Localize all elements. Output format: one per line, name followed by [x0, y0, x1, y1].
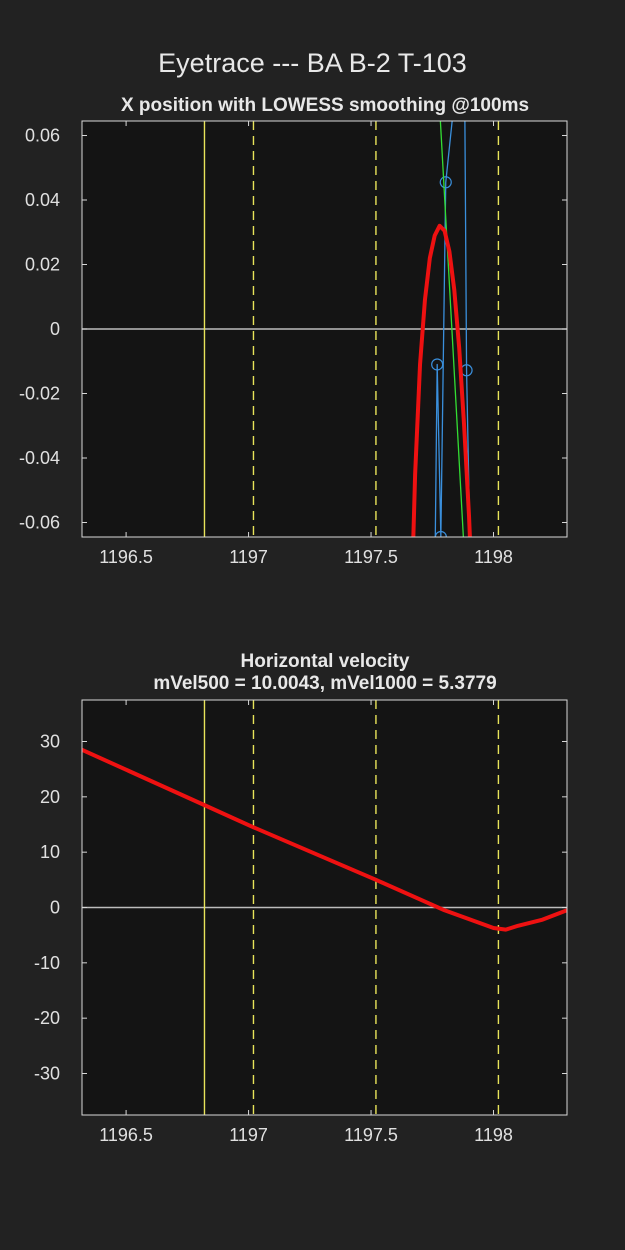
position-x-tick-label: 1198	[474, 547, 513, 567]
velocity-plot-subtitle: mVel500 = 10.0043, mVel1000 = 5.3779	[153, 673, 497, 694]
position-plot-title: X position with LOWESS smoothing @100ms	[120, 95, 530, 116]
position-y-tick-label: 0.02	[25, 255, 60, 275]
position-x-tick-label: 1197.5	[344, 547, 398, 567]
position-y-tick-label: -0.04	[19, 448, 60, 468]
position-series-fit-line	[439, 121, 465, 537]
velocity-x-tick-label: 1197	[229, 1125, 268, 1145]
position-x-tick-label: 1196.5	[99, 547, 153, 567]
position-sample-point	[459, 1, 470, 12]
position-y-tick-label: 0.06	[25, 126, 60, 146]
position-sample-point	[439, 176, 452, 189]
position-sample-point	[431, 358, 444, 371]
velocity-plot-title-line1: Horizontal velocity	[240, 651, 410, 672]
position-sample-point	[467, 678, 478, 689]
position-plot: 1196.5 1197 1197.5 1198 -0.06 -0.04 -0.02 0 0.02…	[19, 1, 568, 689]
position-y-tick-label: -0.06	[19, 512, 60, 532]
figure-title: Eyetrace --- BA B-2 T-103	[158, 48, 467, 78]
velocity-y-tick-label: 30	[40, 732, 60, 752]
velocity-series-velocity	[82, 747, 567, 932]
position-x-tick-label: 1197	[229, 547, 268, 567]
position-plot-area	[82, 1, 567, 689]
velocity-y-tick-label: 20	[40, 787, 60, 807]
velocity-y-tick-label: -10	[34, 953, 60, 973]
velocity-y-tick-label: 10	[40, 842, 60, 862]
position-y-tick-label: 0	[50, 319, 60, 339]
position-y-tick-label: 0.04	[25, 190, 60, 210]
velocity-y-tick-label: -20	[34, 1008, 60, 1028]
position-series-raw-samples	[434, 121, 471, 537]
velocity-plot-area	[82, 700, 567, 1115]
velocity-y-tick-label: 0	[50, 898, 60, 918]
position-y-tick-label: -0.02	[19, 383, 60, 403]
velocity-y-tick-label: -30	[34, 1064, 60, 1084]
velocity-x-tick-label: 1197.5	[344, 1125, 398, 1145]
position-sample-point	[434, 530, 447, 537]
velocity-plot-title: Horizontal velocity mVel500 = 10.0043, m…	[0, 651, 625, 695]
velocity-plot: 1196.5 1197 1197.5 1198 -30 -20 -10 0 10 20 30	[34, 699, 568, 1145]
velocity-x-tick-label: 1198	[474, 1125, 513, 1145]
velocity-x-tick-label: 1196.5	[99, 1125, 153, 1145]
position-series-lowess-smoothed	[411, 223, 472, 537]
